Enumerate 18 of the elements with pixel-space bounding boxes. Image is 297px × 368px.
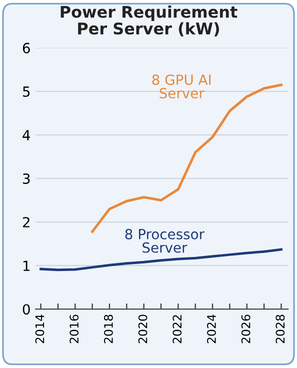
x-tick-label: 2020	[138, 314, 148, 344]
y-tick-label: 0	[22, 304, 30, 315]
x-tick-label: 2018	[104, 314, 113, 344]
x-tick-label: 2024	[207, 314, 216, 344]
y-tick-label: 6	[22, 42, 30, 54]
y-tick-label: 3	[23, 173, 30, 184]
x-tick-label: 2028	[276, 314, 285, 344]
x-tick-label: 2016	[70, 314, 79, 344]
series-label: 8 Processor Server	[125, 228, 205, 253]
x-tick-label: 2014	[35, 314, 44, 344]
y-tick-label: 2	[22, 216, 30, 228]
chart-title: Power Requirement Per Server (kW)	[60, 6, 238, 36]
y-tick-label: 5	[23, 86, 30, 97]
x-tick-label: 2022	[172, 315, 182, 344]
series-label: 8 GPU AI Server	[152, 74, 211, 98]
y-tick-label: 4	[22, 130, 30, 140]
x-tick-label: 2026	[241, 314, 250, 344]
y-tick-label: 1	[23, 260, 30, 271]
